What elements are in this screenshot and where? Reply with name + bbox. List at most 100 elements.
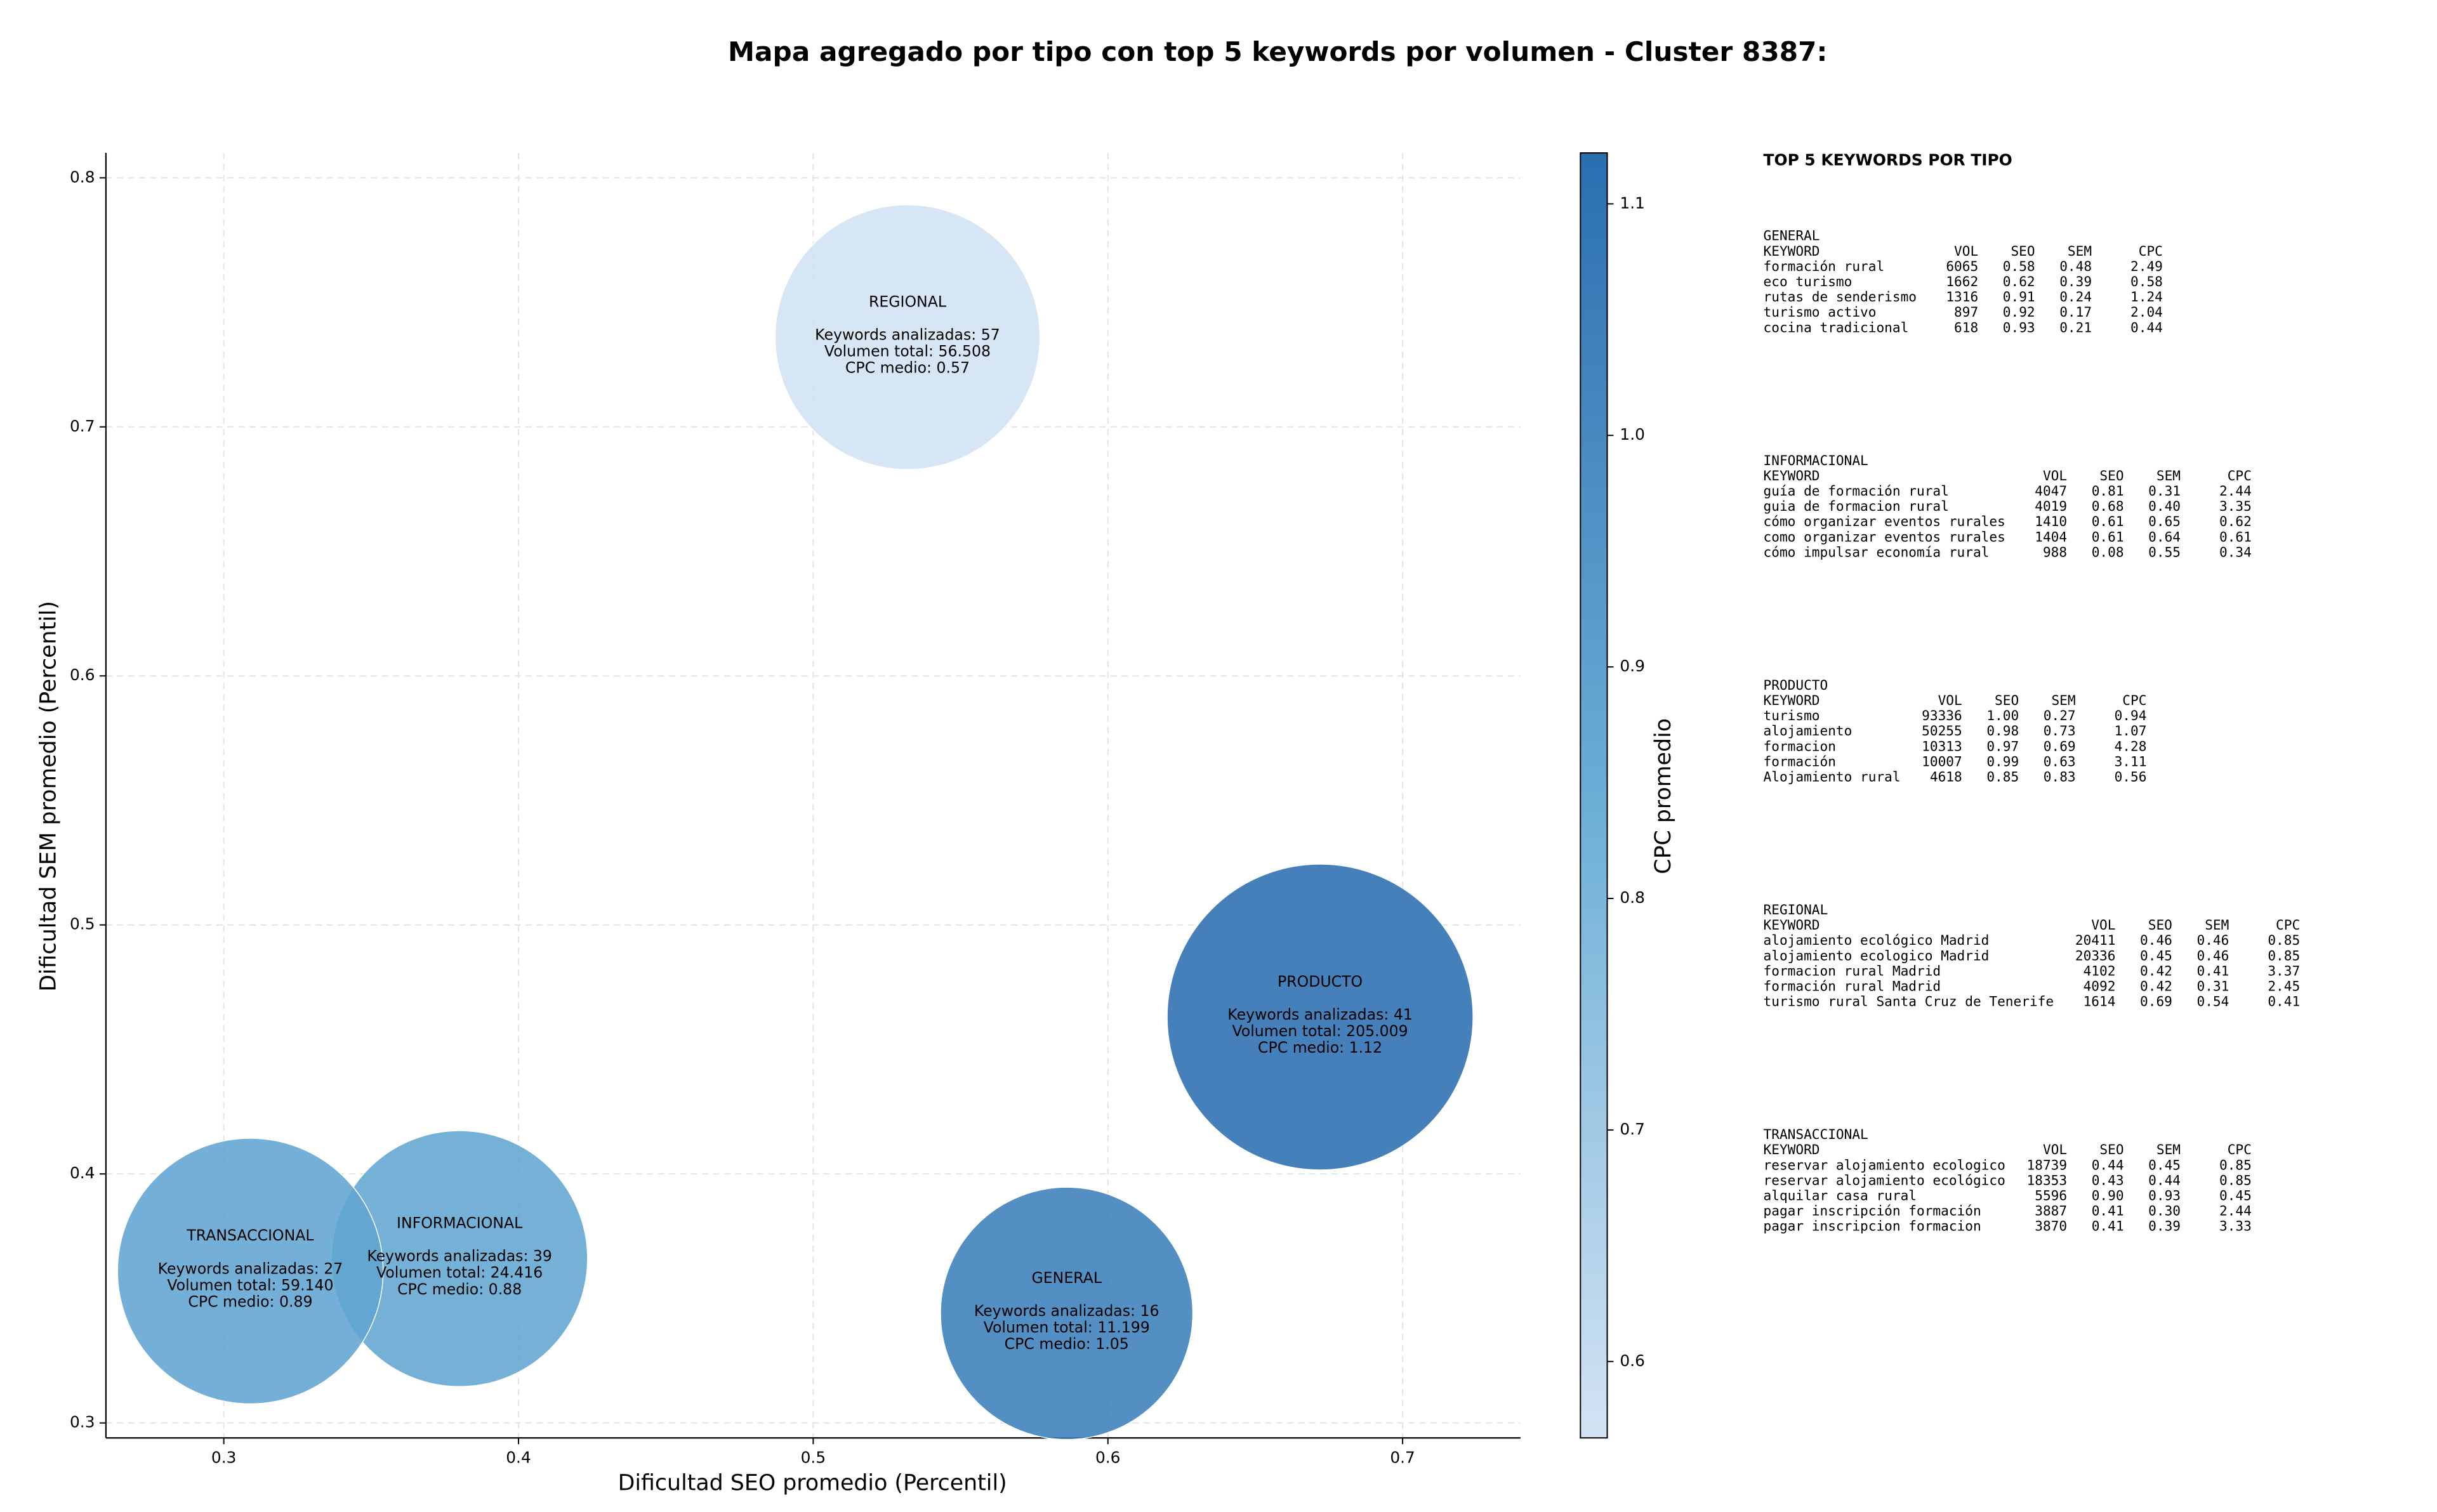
- table-cell: 0.61: [2219, 529, 2252, 544]
- table-cell: 0.45: [2140, 947, 2172, 963]
- table-cell: 0.93: [2003, 319, 2035, 335]
- y-tick-label: 0.4: [70, 1164, 95, 1182]
- table-cell: 0.34: [2219, 544, 2252, 560]
- table-cell: 0.90: [2092, 1188, 2124, 1204]
- colorbar: [1580, 152, 1608, 1439]
- table-cell: 0.56: [2115, 769, 2147, 785]
- table-cell: 4618: [1930, 769, 1962, 785]
- table-cell: 0.69: [2044, 738, 2076, 754]
- table-cell: 0.65: [2148, 513, 2181, 529]
- column-header: VOL: [1938, 692, 1962, 708]
- table-cell: 0.64: [2148, 529, 2181, 544]
- table-cell: 0.08: [2092, 544, 2124, 560]
- table-cell: turismo rural Santa Cruz de Tenerife: [1764, 994, 2054, 1009]
- table-cell: 20411: [2075, 932, 2116, 948]
- y-tick-label: 0.8: [70, 168, 95, 186]
- table-cell: formación: [1764, 753, 1836, 769]
- column-header: CPC: [2139, 243, 2163, 259]
- panel-title: TOP 5 KEYWORDS POR TIPO: [1764, 150, 2012, 169]
- table-cell: 4092: [2084, 978, 2116, 994]
- column-header: CPC: [2122, 692, 2146, 708]
- bubble-annotation: CPC medio: 1.12: [1258, 1039, 1382, 1056]
- bubble-annotation: Keywords analizadas: 41: [1227, 1006, 1413, 1023]
- table-cell: pagar inscripcion formacion: [1764, 1218, 1981, 1234]
- x-tick-label: 0.4: [506, 1449, 531, 1467]
- table-cell: Alojamiento rural: [1764, 769, 1901, 785]
- table-cell: 1.00: [1986, 707, 2019, 723]
- table-cell: alojamiento ecologico Madrid: [1764, 947, 1990, 963]
- table-cell: turismo activo: [1764, 304, 1877, 320]
- table-cell: 0.73: [2044, 723, 2076, 739]
- table-cell: alojamiento ecológico Madrid: [1764, 932, 1990, 948]
- table-cell: 1.07: [2115, 723, 2147, 739]
- table-cell: reservar alojamiento ecológico: [1764, 1172, 2005, 1188]
- bubble-label: INFORMACIONAL: [397, 1214, 523, 1232]
- table-cell: 3.11: [2115, 753, 2147, 769]
- table-cell: 20336: [2075, 947, 2116, 963]
- table-cell: 2.45: [2268, 978, 2300, 994]
- table-cell: cocina tradicional: [1764, 319, 1909, 335]
- table-cell: pagar inscripción formación: [1764, 1203, 1981, 1219]
- table-cell: 0.41: [2268, 994, 2300, 1009]
- table-cell: 0.93: [2148, 1188, 2181, 1204]
- table-cell: 1.24: [2130, 289, 2163, 305]
- column-header: CPC: [2276, 917, 2300, 933]
- column-header: SEO: [1995, 692, 2019, 708]
- table-cell: guía de formación rural: [1764, 483, 1949, 499]
- bubble: [774, 204, 1041, 470]
- table-cell: 0.42: [2140, 978, 2172, 994]
- table-cell: formación rural: [1764, 258, 1885, 274]
- bubble-label: REGIONAL: [869, 293, 947, 310]
- table-cell: 0.69: [2140, 994, 2172, 1009]
- column-header: SEO: [2099, 1141, 2123, 1157]
- table-cell: eco turismo: [1764, 273, 1853, 289]
- table-cell: 1614: [2084, 994, 2116, 1009]
- y-tick-label: 0.6: [70, 666, 95, 684]
- table-cell: 0.99: [1986, 753, 2019, 769]
- table-cell: 93336: [1922, 707, 1962, 723]
- column-header: SEM: [2068, 243, 2092, 259]
- table-cell: 0.39: [2059, 273, 2092, 289]
- table-cell: guia de formacion rural: [1764, 498, 1949, 514]
- table-cell: 0.39: [2148, 1218, 2181, 1234]
- table-cell: 0.24: [2059, 289, 2092, 305]
- table-cell: 4.28: [2115, 738, 2147, 754]
- table-cell: 0.31: [2197, 978, 2229, 994]
- table-cell: 0.44: [2148, 1172, 2181, 1188]
- table-cell: 0.27: [2044, 707, 2076, 723]
- table-cell: 618: [1954, 319, 1978, 335]
- table-cell: 0.63: [2044, 753, 2076, 769]
- colorbar-tick-label: 1.0: [1620, 425, 1644, 444]
- table-cell: 18739: [2027, 1157, 2068, 1173]
- table-cell: 0.61: [2092, 513, 2124, 529]
- column-header: SEO: [2011, 243, 2035, 259]
- table-cell: 3.35: [2219, 498, 2252, 514]
- column-header: SEM: [2156, 468, 2181, 483]
- table-cell: 0.44: [2092, 1157, 2124, 1173]
- column-header: VOL: [2091, 917, 2115, 933]
- bubble-annotation: Volumen total: 24.416: [376, 1264, 543, 1282]
- table-cell: formacion rural Madrid: [1764, 963, 1941, 978]
- table-cell: 0.85: [1986, 769, 2019, 785]
- table-cell: 2.49: [2130, 258, 2163, 274]
- table-cell: 0.42: [2140, 963, 2172, 978]
- table-cell: 0.43: [2092, 1172, 2124, 1188]
- table-cell: 0.46: [2197, 932, 2229, 948]
- table-cell: formación rural Madrid: [1764, 978, 1941, 994]
- column-header: CPC: [2228, 468, 2252, 483]
- table-cell: 0.98: [1986, 723, 2019, 739]
- bubble-label: TRANSACCIONAL: [186, 1226, 314, 1244]
- colorbar-tick-label: 1.1: [1620, 194, 1644, 212]
- table-cell: turismo: [1764, 707, 1820, 723]
- table-cell: 0.31: [2148, 483, 2181, 499]
- bubble-annotation: Volumen total: 205.009: [1232, 1022, 1408, 1040]
- column-header: KEYWORD: [1764, 1141, 1820, 1157]
- bubble: [1166, 864, 1474, 1171]
- table-cell: 0.41: [2092, 1203, 2124, 1219]
- column-header: SEM: [2156, 1141, 2181, 1157]
- y-tick-label: 0.3: [70, 1413, 95, 1431]
- bubble-label: GENERAL: [1032, 1269, 1102, 1287]
- table-cell: 0.21: [2059, 319, 2092, 335]
- table-cell: 10313: [1922, 738, 1962, 754]
- table-cell: 0.30: [2148, 1203, 2181, 1219]
